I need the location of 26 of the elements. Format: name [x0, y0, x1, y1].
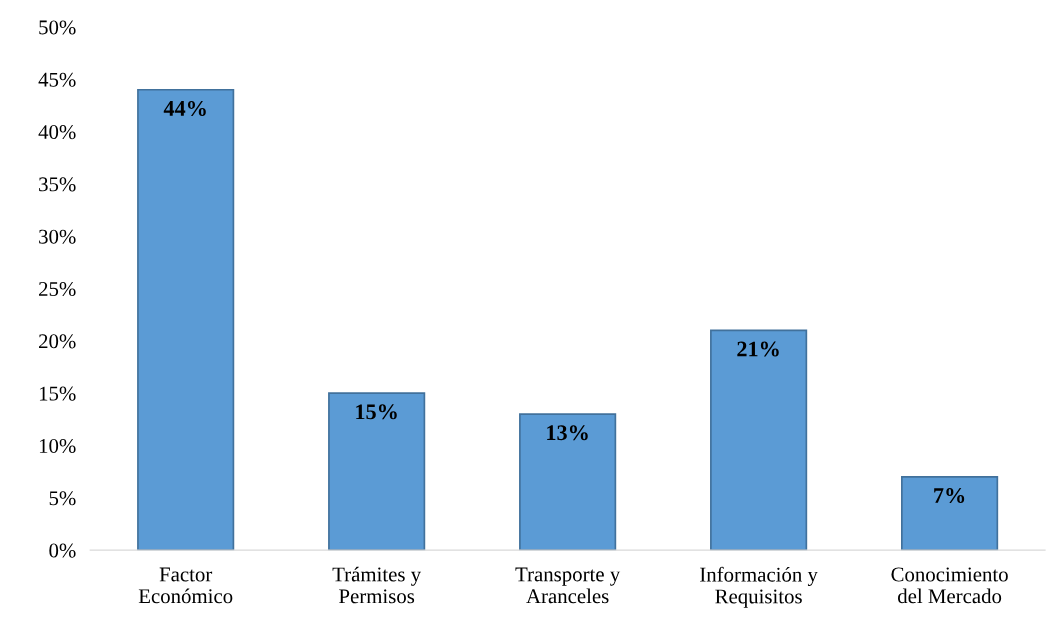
x-tick-label: Transporte y Aranceles	[515, 567, 621, 604]
bar	[710, 329, 808, 551]
y-tick-label: 15%	[39, 386, 76, 401]
y-tick-label: 20%	[39, 334, 76, 349]
x-tick-label: Factor Económico	[138, 567, 233, 604]
data-label: 15%	[356, 404, 397, 420]
data-label: 21%	[737, 341, 779, 357]
data-label: 7%	[934, 488, 965, 504]
y-tick-label: 50%	[39, 20, 76, 35]
bar	[901, 476, 999, 551]
data-label: 13%	[547, 425, 588, 441]
y-tick-label: 40%	[38, 125, 76, 140]
y-tick-label: 10%	[39, 438, 76, 453]
y-tick-label: 5%	[49, 491, 76, 506]
y-tick-label: 45%	[38, 72, 76, 87]
bar	[137, 88, 235, 551]
y-tick-label: 30%	[39, 229, 76, 244]
data-label: 44%	[163, 100, 206, 116]
x-tick-label: Información y Requisitos	[700, 566, 818, 608]
bar	[519, 413, 617, 551]
x-tick-label: Trámites y Permisos	[332, 566, 422, 604]
bar	[328, 392, 426, 551]
y-tick-label: 25%	[39, 281, 76, 297]
y-tick-label: 0%	[49, 543, 76, 558]
x-tick-label: Conocimiento del Mercado	[891, 567, 1008, 604]
y-tick-label: 35%	[39, 177, 76, 192]
